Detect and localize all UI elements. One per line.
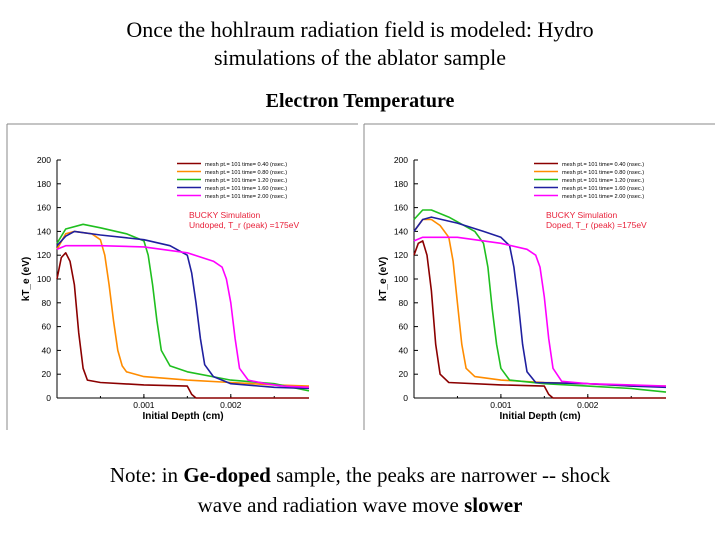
- y-tick-label: 80: [42, 298, 52, 308]
- chart-annotation-line-2: Doped, T_r (peak) =175eV: [546, 220, 647, 230]
- slide-title-line-1: Once the hohlraum radiation field is mod…: [126, 17, 594, 42]
- legend-entry-1: mesh pt.= 101 time= 0.40 (nsec.): [205, 162, 287, 168]
- y-tick-label: 20: [399, 369, 409, 379]
- note-part-1: Note: in: [109, 463, 184, 487]
- slide-subtitle: Electron Temperature: [265, 90, 455, 112]
- y-tick-label: 120: [394, 250, 408, 260]
- note-bold-slower: slower: [464, 493, 523, 517]
- y-tick-label: 80: [399, 298, 409, 308]
- legend-entry-1: mesh pt.= 101 time= 0.40 (nsec.): [562, 162, 644, 168]
- legend-entry-2: mesh pt.= 101 time= 0.80 (nsec.): [205, 170, 287, 176]
- slide-title-line-2: simulations of the ablator sample: [213, 45, 507, 70]
- y-tick-label: 40: [399, 345, 409, 355]
- x-tick-label: 0.002: [577, 400, 599, 410]
- x-tick-label: 0.001: [490, 400, 512, 410]
- y-tick-label: 160: [394, 203, 408, 213]
- doped-temperature-chart: 0 20 40 60 80 100 120 140 160 180 200 0.001 0.002Ini…: [362, 122, 717, 432]
- y-tick-label: 20: [42, 369, 52, 379]
- y-tick-label: 180: [394, 179, 408, 189]
- series-line-4: [56, 230, 310, 390]
- y-tick-label: 160: [37, 203, 51, 213]
- y-tick-label: 180: [37, 179, 51, 189]
- note-text: Note: in Ge-doped sample, the peaks are …: [40, 460, 680, 520]
- series-line-1: [413, 240, 666, 399]
- y-tick-label: 0: [46, 393, 51, 403]
- y-tick-label: 120: [37, 250, 51, 260]
- y-tick-label: 60: [399, 322, 409, 332]
- legend-entry-4: mesh pt.= 101 time= 1.60 (nsec.): [205, 186, 287, 192]
- legend-entry-3: mesh pt.= 101 time= 1.20 (nsec.): [562, 178, 644, 184]
- note-bold-ge-doped: Ge-doped: [183, 463, 271, 487]
- series-line-1: [56, 252, 309, 399]
- x-axis-label: Initial Depth (cm): [142, 411, 223, 422]
- legend-entry-5: mesh pt.= 101 time= 2.00 (nsec.): [205, 194, 287, 200]
- y-tick-label: 200: [37, 155, 51, 165]
- x-axis-label: Initial Depth (cm): [499, 411, 580, 422]
- y-tick-label: 0: [403, 393, 408, 403]
- series-line-4: [413, 216, 667, 389]
- chart-background: [362, 122, 717, 432]
- y-axis-label: kT_e (eV): [21, 257, 32, 301]
- chart-annotation-line-2: Undoped, T_r (peak) =175eV: [189, 220, 300, 230]
- legend-entry-5: mesh pt.= 101 time= 2.00 (nsec.): [562, 194, 644, 200]
- y-tick-label: 40: [42, 345, 52, 355]
- slide-title: Once the hohlraum radiation field is mod…: [0, 16, 720, 72]
- series-line-5: [56, 244, 310, 389]
- y-tick-label: 100: [394, 274, 408, 284]
- legend-entry-4: mesh pt.= 101 time= 1.60 (nsec.): [562, 186, 644, 192]
- y-tick-label: 200: [394, 155, 408, 165]
- series-line-3: [413, 209, 667, 393]
- note-part-3: wave and radiation wave move: [197, 493, 465, 517]
- y-tick-label: 60: [42, 322, 52, 332]
- undoped-temperature-chart: 0 20 40 60 80 100 120 140 160 180 200 0.001 0.002Ini…: [5, 122, 360, 432]
- legend-entry-2: mesh pt.= 101 time= 0.80 (nsec.): [562, 170, 644, 176]
- y-tick-label: 140: [37, 226, 51, 236]
- series-line-5: [413, 236, 667, 387]
- y-tick-label: 140: [394, 226, 408, 236]
- y-tick-label: 100: [37, 274, 51, 284]
- note-part-2: sample, the peaks are narrower -- shock: [270, 463, 611, 487]
- legend-entry-3: mesh pt.= 101 time= 1.20 (nsec.): [205, 178, 287, 184]
- y-axis-label: kT_e (eV): [378, 257, 389, 301]
- x-tick-label: 0.002: [220, 400, 242, 410]
- x-tick-label: 0.001: [133, 400, 155, 410]
- chart-annotation-line-1: BUCKY Simulation: [189, 210, 260, 220]
- chart-annotation-line-1: BUCKY Simulation: [546, 210, 617, 220]
